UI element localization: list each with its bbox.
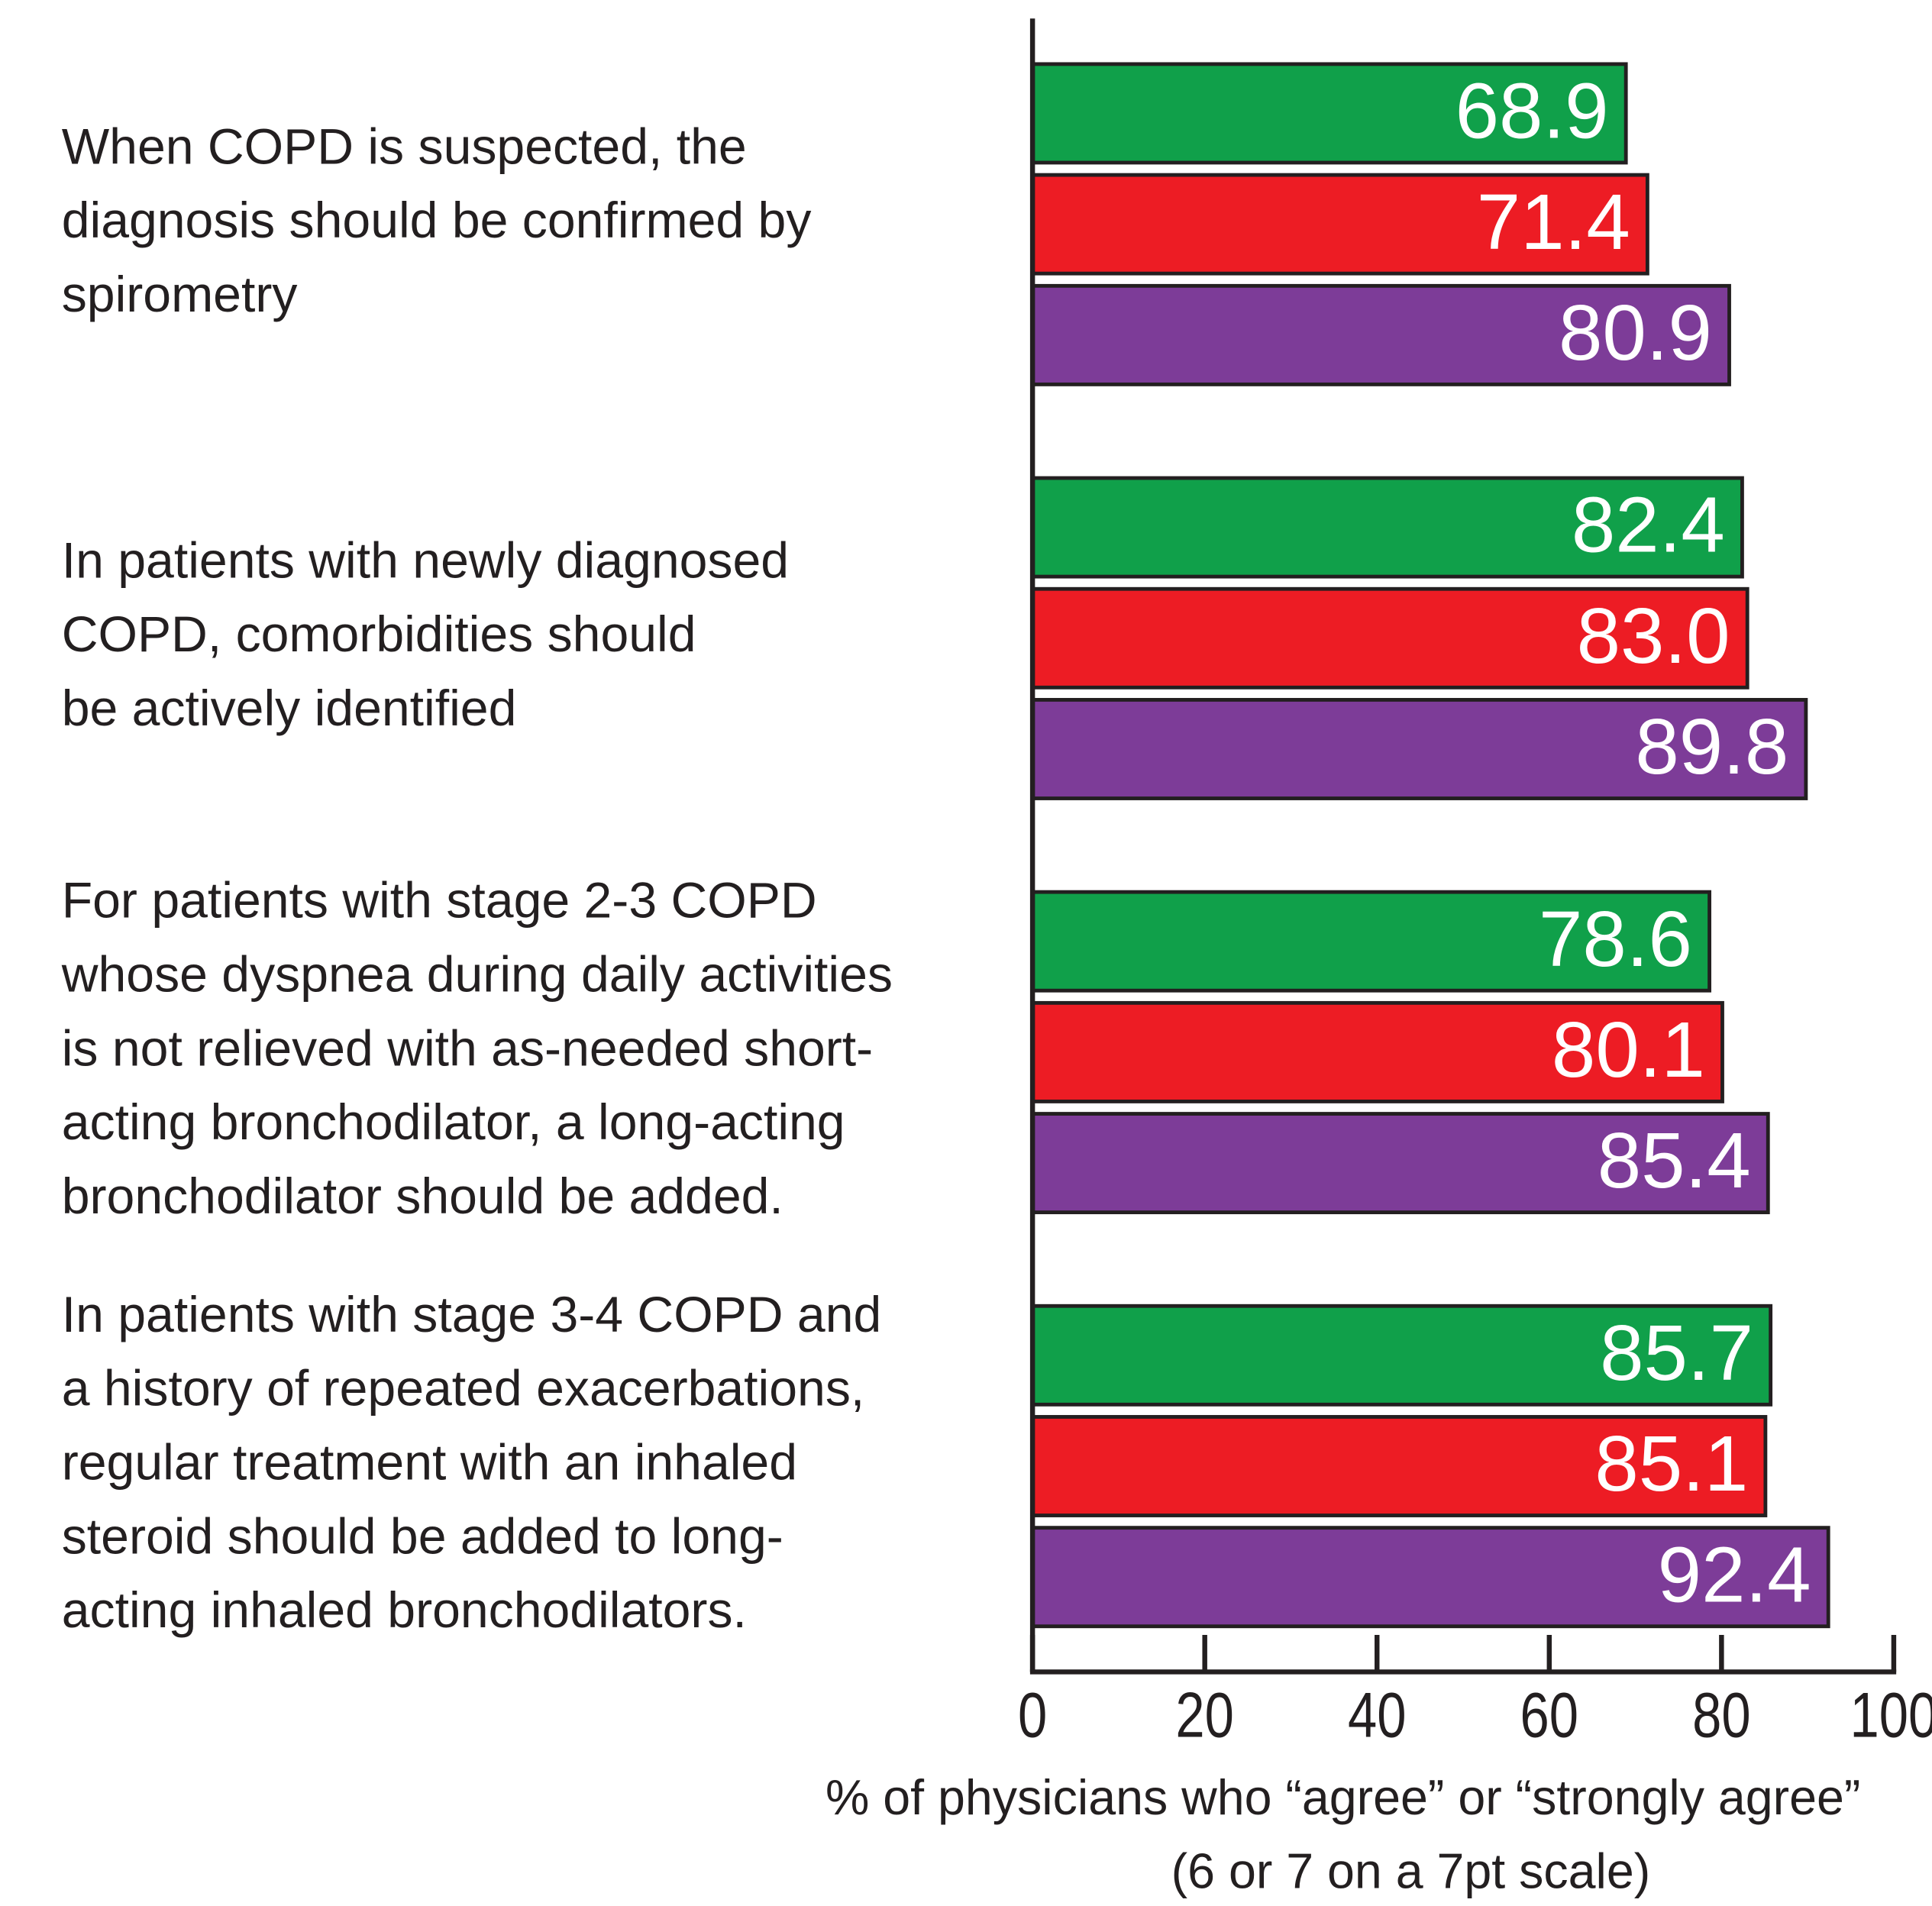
- category-label: acting bronchodilator, a long-acting: [62, 1094, 845, 1151]
- bar: [1030, 890, 1711, 993]
- value-label: 92.4: [1658, 1530, 1811, 1618]
- value-label: 82.4: [1572, 481, 1725, 569]
- category-label: bronchodilator should be added.: [62, 1168, 783, 1225]
- value-label: 78.6: [1539, 895, 1692, 983]
- value-label: 85.4: [1598, 1116, 1751, 1204]
- category-label: steroid should be added to long-: [62, 1508, 783, 1565]
- bar: [1030, 173, 1649, 276]
- bar: [1030, 698, 1808, 800]
- category-label: For patients with stage 2-3 COPD: [62, 873, 817, 929]
- category-label: COPD, comorbidities should: [62, 606, 696, 663]
- category-label: In patients with newly diagnosed: [62, 532, 789, 589]
- category-label: diagnosis should be confirmed by: [62, 192, 812, 249]
- category-label: acting inhaled bronchodilators.: [62, 1582, 747, 1639]
- x-tick-label: 100: [1850, 1680, 1932, 1751]
- bar: [1030, 283, 1731, 386]
- category-label: When COPD is suspected, the: [62, 118, 747, 175]
- bar: [1030, 476, 1744, 579]
- category-label: In patients with stage 3-4 COPD and: [62, 1287, 882, 1343]
- x-tick-label: 60: [1520, 1680, 1579, 1751]
- x-tick-label: 20: [1175, 1680, 1234, 1751]
- category-label: is not relieved with as-needed short-: [62, 1020, 873, 1077]
- value-label: 83.0: [1577, 592, 1730, 680]
- value-label: 71.4: [1477, 178, 1630, 266]
- bar: [1030, 1526, 1830, 1629]
- value-label: 80.1: [1552, 1006, 1705, 1094]
- bar: [1030, 586, 1749, 690]
- x-tick-label: 40: [1348, 1680, 1407, 1751]
- value-label: 80.9: [1559, 289, 1712, 376]
- category-label: a history of repeated exacerbations,: [62, 1361, 865, 1417]
- value-label: 85.7: [1600, 1309, 1753, 1397]
- category-label: spirometry: [62, 267, 298, 323]
- category-label: whose dyspnea during daily activities: [61, 947, 893, 1003]
- x-tick-label: 0: [1018, 1680, 1047, 1751]
- category-label: be actively identified: [62, 680, 517, 737]
- value-label: 85.1: [1594, 1420, 1748, 1507]
- bar: [1030, 62, 1628, 165]
- value-label: 89.8: [1635, 703, 1788, 790]
- category-label: regular treatment with an inhaled: [62, 1434, 797, 1491]
- x-axis-label: % of physicians who “agree” or “strongly…: [825, 1770, 1860, 1825]
- x-tick-label: 80: [1692, 1680, 1751, 1751]
- x-axis-label: (6 or 7 on a 7pt scale): [1171, 1844, 1651, 1899]
- value-label: 68.9: [1455, 67, 1609, 155]
